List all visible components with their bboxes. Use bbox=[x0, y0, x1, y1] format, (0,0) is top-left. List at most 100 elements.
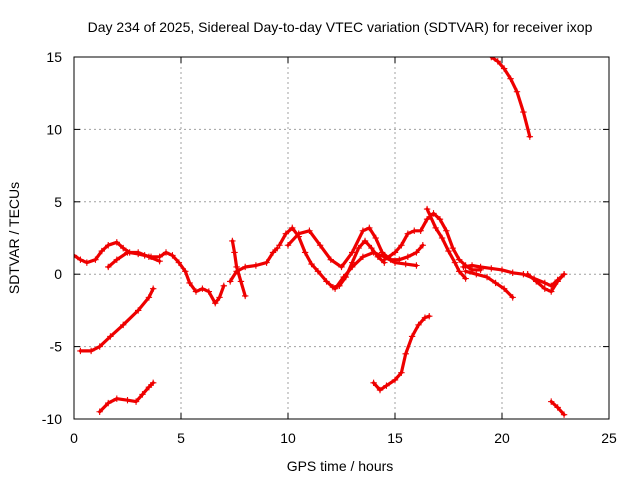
data-point bbox=[488, 265, 495, 272]
data-point bbox=[220, 282, 227, 289]
data-point bbox=[438, 234, 446, 242]
x-tick-label: 0 bbox=[70, 430, 78, 446]
x-tick-label: 15 bbox=[387, 430, 403, 446]
data-point bbox=[449, 244, 456, 252]
data-point bbox=[426, 312, 433, 320]
data-point bbox=[376, 386, 384, 394]
series-arc-3 bbox=[77, 285, 157, 355]
data-point bbox=[145, 253, 153, 261]
data-point bbox=[445, 247, 452, 255]
data-point bbox=[526, 133, 534, 140]
data-point bbox=[135, 249, 142, 256]
data-point bbox=[419, 242, 427, 249]
series-line bbox=[98, 381, 155, 414]
data-point bbox=[359, 227, 367, 234]
data-point bbox=[423, 215, 431, 223]
data-point bbox=[483, 273, 491, 281]
data-point bbox=[242, 263, 249, 271]
data-point bbox=[175, 259, 183, 266]
data-point bbox=[295, 230, 302, 237]
data-point bbox=[554, 404, 561, 411]
data-point bbox=[340, 273, 347, 281]
series-line bbox=[425, 207, 468, 281]
data-point bbox=[77, 256, 84, 263]
data-point bbox=[338, 263, 345, 271]
data-point bbox=[135, 307, 142, 314]
data-point bbox=[105, 399, 112, 407]
x-tick-label: 5 bbox=[177, 430, 185, 446]
data-point bbox=[229, 237, 236, 245]
data-point bbox=[421, 314, 429, 321]
data-point bbox=[355, 244, 362, 252]
data-point bbox=[212, 299, 219, 307]
data-point bbox=[186, 279, 193, 287]
data-point bbox=[231, 249, 238, 256]
data-point bbox=[331, 285, 339, 292]
data-point bbox=[124, 249, 131, 256]
data-point bbox=[316, 242, 324, 249]
data-point bbox=[456, 256, 463, 263]
data-point bbox=[436, 215, 444, 223]
data-point bbox=[323, 278, 330, 285]
y-tick-labels: -10 -5 0 5 10 15 bbox=[42, 49, 62, 427]
series-line bbox=[464, 269, 515, 299]
data-point bbox=[372, 234, 379, 242]
series-arc-14 bbox=[524, 271, 568, 295]
data-point bbox=[391, 259, 399, 266]
grid-lines bbox=[74, 57, 609, 419]
data-point bbox=[105, 263, 112, 271]
data-point bbox=[370, 379, 377, 386]
data-point bbox=[145, 294, 153, 301]
data-point bbox=[227, 278, 234, 285]
data-point bbox=[233, 263, 240, 271]
data-point bbox=[451, 259, 459, 266]
data-point bbox=[413, 262, 420, 269]
data-point bbox=[242, 292, 249, 300]
data-point bbox=[509, 294, 516, 301]
x-tick-label: 10 bbox=[280, 430, 296, 446]
x-axis-label: GPS time / hours bbox=[287, 458, 394, 474]
data-point bbox=[105, 242, 112, 249]
x-tick-label: 20 bbox=[494, 430, 510, 446]
data-point bbox=[456, 268, 463, 275]
data-point bbox=[349, 263, 356, 271]
data-point bbox=[381, 256, 388, 263]
data-point bbox=[404, 253, 412, 261]
data-point bbox=[149, 379, 157, 386]
data-series bbox=[74, 57, 568, 418]
data-point bbox=[468, 262, 476, 269]
data-point bbox=[74, 252, 78, 259]
data-point bbox=[432, 224, 439, 232]
data-point bbox=[113, 256, 120, 263]
data-point bbox=[98, 247, 106, 255]
data-point bbox=[560, 271, 568, 278]
data-point bbox=[156, 257, 163, 265]
data-point bbox=[541, 285, 548, 292]
data-point bbox=[83, 259, 91, 266]
data-point bbox=[327, 256, 334, 263]
data-point bbox=[145, 383, 153, 391]
data-point bbox=[462, 275, 469, 282]
data-point bbox=[87, 347, 95, 355]
data-point bbox=[301, 249, 309, 256]
data-point bbox=[77, 347, 84, 355]
series-arc-6 bbox=[229, 237, 249, 300]
plot-frame bbox=[73, 56, 610, 420]
data-point bbox=[308, 260, 315, 268]
data-point bbox=[398, 369, 405, 376]
data-point bbox=[368, 244, 375, 252]
y-tick-label: -10 bbox=[42, 411, 62, 427]
data-point bbox=[443, 227, 450, 234]
series-arc-7 bbox=[276, 224, 388, 291]
data-point bbox=[359, 253, 367, 261]
data-point bbox=[169, 252, 176, 259]
data-point bbox=[500, 65, 508, 72]
data-point bbox=[408, 333, 416, 340]
data-point bbox=[237, 278, 245, 285]
data-point bbox=[498, 266, 506, 274]
data-point bbox=[492, 279, 499, 287]
data-point bbox=[477, 263, 484, 271]
data-point bbox=[548, 288, 555, 295]
data-point bbox=[361, 237, 369, 245]
